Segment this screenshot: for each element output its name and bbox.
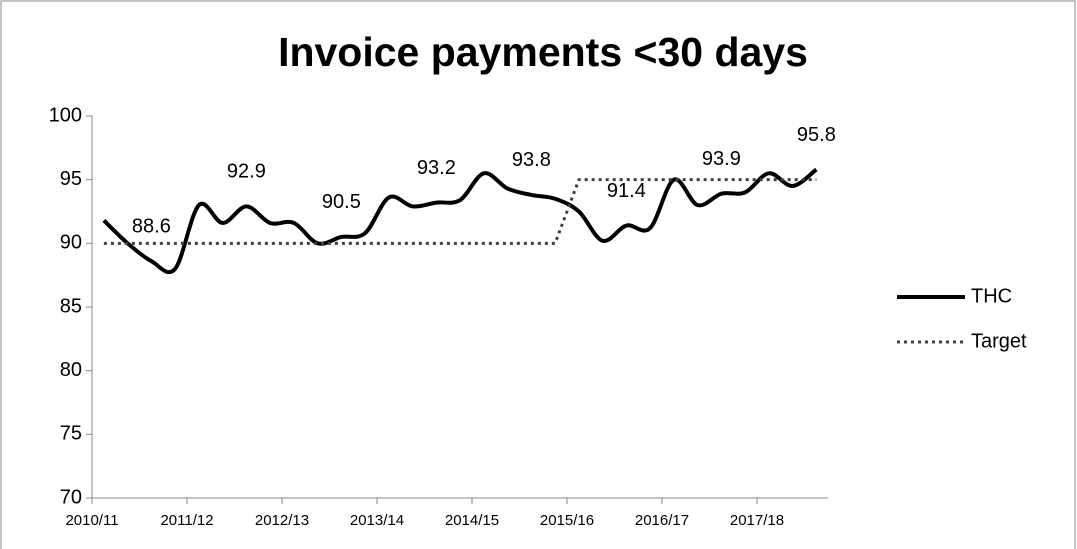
- y-tick-label: 75: [60, 423, 82, 445]
- data-label: 92.9: [227, 161, 266, 183]
- y-tick-label: 100: [49, 104, 82, 126]
- x-tick-label: 2014/15: [445, 512, 499, 529]
- x-tick-label: 2011/12: [160, 512, 213, 529]
- series-line: [102, 167, 818, 275]
- x-tick-label: 2010/11: [65, 512, 118, 529]
- y-tick-label: 70: [60, 486, 82, 508]
- data-label: 91.4: [607, 180, 646, 202]
- data-label: 90.5: [322, 191, 361, 213]
- chart-title: Invoice payments <30 days: [278, 29, 808, 75]
- y-tick-label: 80: [60, 359, 82, 381]
- x-tick-label: 2015/16: [540, 512, 594, 529]
- y-tick-label: 90: [60, 232, 82, 254]
- legend-label: THC: [971, 285, 1012, 307]
- data-label: 93.2: [417, 157, 456, 179]
- y-tick-label: 95: [60, 168, 82, 190]
- legend-label: Target: [971, 330, 1027, 352]
- y-tick-label: 85: [60, 295, 82, 317]
- data-label: 95.8: [797, 124, 836, 146]
- x-tick-label: 2017/18: [730, 512, 784, 529]
- data-label: 88.6: [132, 215, 171, 237]
- series-line: [103, 178, 817, 245]
- x-tick-label: 2013/14: [350, 512, 404, 529]
- data-label: 93.9: [702, 148, 741, 170]
- x-tick-label: 2016/17: [635, 512, 689, 529]
- x-tick-label: 2012/13: [255, 512, 309, 529]
- data-label: 93.8: [512, 149, 551, 171]
